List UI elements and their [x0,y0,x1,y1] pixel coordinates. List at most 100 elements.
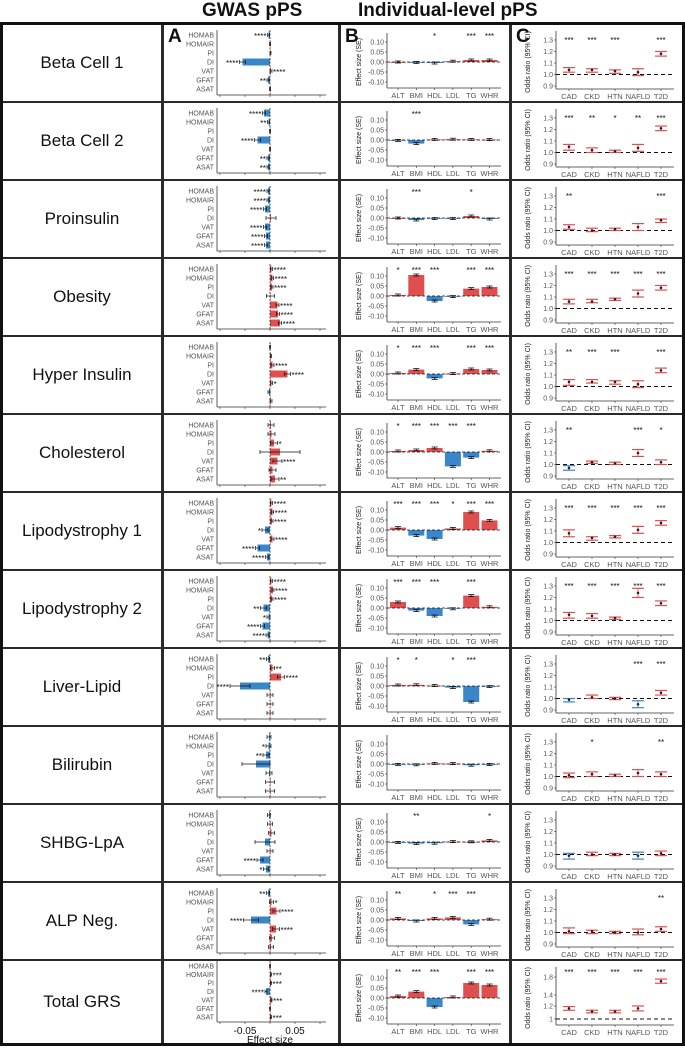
category-label: ASAT [196,789,214,796]
x-tick-label: T2D [654,248,669,257]
gwas-bar [270,310,278,318]
category-label: HOMAIR [186,900,214,907]
gwas-panel-cell: HOMAB HOMAIR * PI ** DI VAT GFAT ASAT [164,727,338,803]
y-tick-label: 1.0 [543,852,553,859]
odds-ratio-chart: 1.3 1.2 1.1 1.0 0.9 Odds ratio (95% CI) CAD CKD… [525,889,674,959]
category-label: PI [207,675,214,682]
significance-stars: *** [430,578,439,587]
y-tick-label: -0.10 [368,938,384,945]
odds-ratio-point [636,225,640,229]
individual-effect-cell: 0.10 0.05 0.00 -0.05 -0.10 Effect size (SE) AL… [341,805,509,881]
significance-stars: *** [564,270,573,279]
effect-size-chart: 0.10 0.05 0.00 -0.05 -0.10 Effect size (SE) AL… [356,735,501,802]
y-tick-label: 0.05 [370,596,384,603]
x-tick-label: TG [466,715,477,724]
significance-stars: *** [467,500,476,509]
significance-stars: * [659,426,662,435]
individual-effect-cell: 0.10 0.05 0.00 -0.05 -0.10 Effect size (SE) AL… [341,571,509,647]
x-tick-label: HTN [607,560,622,569]
odds-ratio-point [567,300,571,303]
effect-bar [481,370,498,374]
y-tick-label: 1.1 [543,919,553,926]
x-tick-label: HDL [427,871,442,880]
x-tick-label: ALT [391,481,405,490]
individual-effect-cell: 0.10 0.05 0.00 -0.05 -0.10 Effect size (SE) AL… [341,181,509,257]
gwas-bar [270,673,281,681]
individual-effect-cell: 0.10 0.05 0.00 -0.05 -0.10 Effect size (SE) AL… [341,25,509,101]
effect-bar [408,991,425,998]
x-tick-label: BMI [410,949,423,958]
x-tick-label: HDL [427,559,442,568]
y-tick-label: 1.2 [543,361,553,368]
odds-ratio-point [636,528,640,532]
row-name: Total GRS [43,992,121,1011]
category-label: ASAT [196,555,214,562]
y-tick-label: 1.2 [543,517,553,524]
x-tick-label: ALT [391,871,405,880]
odds-ratio-point [613,380,617,384]
y-tick-label: 1.2 [543,49,553,56]
x-tick-label: CKD [584,92,600,101]
odds-ratio-point [636,292,640,295]
significance-stars: *** [273,980,282,989]
odds-ratio-chart: 1.3 1.2 1.1 1.0 0.9 Odds ratio (95% CI) CAD ** C… [525,421,674,491]
y-tick-label: 1.1 [543,217,553,224]
x-tick-label: TG [466,793,477,802]
individual-effect-cell: 0.10 0.05 0.00 -0.05 -0.10 Effect size (SE) AL… [341,961,509,1043]
x-tick-label: CAD [561,716,577,725]
row-name-cell: Liver-Lipid [3,649,161,725]
significance-stars: **** [274,266,286,275]
category-label: PI [207,363,214,370]
significance-stars: *** [656,582,665,591]
gwas-bar [270,370,288,378]
x-tick-label: CKD [584,872,600,881]
significance-stars: **** [281,926,293,935]
y-tick-label: -0.05 [368,460,384,467]
significance-stars: ** [395,890,401,899]
y-tick-label: 0.00 [370,528,384,535]
category-label: GFAT [196,78,214,85]
y-tick-label: 1.1 [543,607,553,614]
y-tick-label: 0.10 [370,274,384,281]
odds-ratio-point [567,532,571,535]
individual-effect-cell: 0.10 0.05 0.00 -0.05 -0.10 Effect size (SE) AL… [341,103,509,179]
x-tick-label: ALT [391,247,405,256]
gwas-chart: HOMAB HOMAIR PI DI VAT GFAT **** ASAT * [186,810,326,877]
significance-stars: **** [274,284,286,293]
y-tick-label: 0.10 [370,352,384,359]
y-tick-label: 1.0 [543,384,553,391]
significance-stars: *** [448,890,457,899]
x-tick-label: HDL [427,715,442,724]
x-tick-label: T2D [654,950,669,959]
category-label: HOMAB [188,501,214,508]
odds-ratio-point [590,380,594,384]
y-tick-label: 0.9 [543,474,553,481]
y-tick-label: -0.05 [368,694,384,701]
x-tick-label: LDL [446,637,460,646]
row-name-cell: Hyper Insulin [3,337,161,413]
significance-stars: *** [587,36,596,45]
significance-stars: **** [275,536,287,545]
gwas-bar [242,58,270,66]
x-tick-label: CKD [584,248,600,257]
y-tick-label: 0.05 [370,362,384,369]
y-tick-label: 0.05 [370,830,384,837]
x-tick-label: NAFLD [626,92,651,101]
y-tick-label: 0.10 [370,196,384,203]
significance-stars: * [263,614,266,623]
x-tick-label: ALT [391,169,405,178]
category-label: DI [207,294,214,301]
x-tick-label: TG [466,871,477,880]
y-axis-title: Odds ratio (95% CI) [525,31,532,93]
significance-stars: ** [260,119,266,128]
row-name-cell: Beta Cell 2 [3,103,161,179]
y-tick-label: 1.3 [543,194,553,201]
y-axis-title: Effect size (SE) [356,350,363,398]
gwas-chart: HOMAB ** HOMAIR * PI **** DI **** VAT **** GFAT ASA… [186,888,326,955]
row-name: Obesity [53,287,111,306]
odds-ratio-cell: 1.3 1.2 1.1 1.0 0.9 Odds ratio (95% CI) CAD CKD… [512,649,682,725]
y-tick-label: -0.10 [368,314,384,321]
category-label: HOMAB [188,891,214,898]
y-tick-label: 1.0 [543,540,553,547]
